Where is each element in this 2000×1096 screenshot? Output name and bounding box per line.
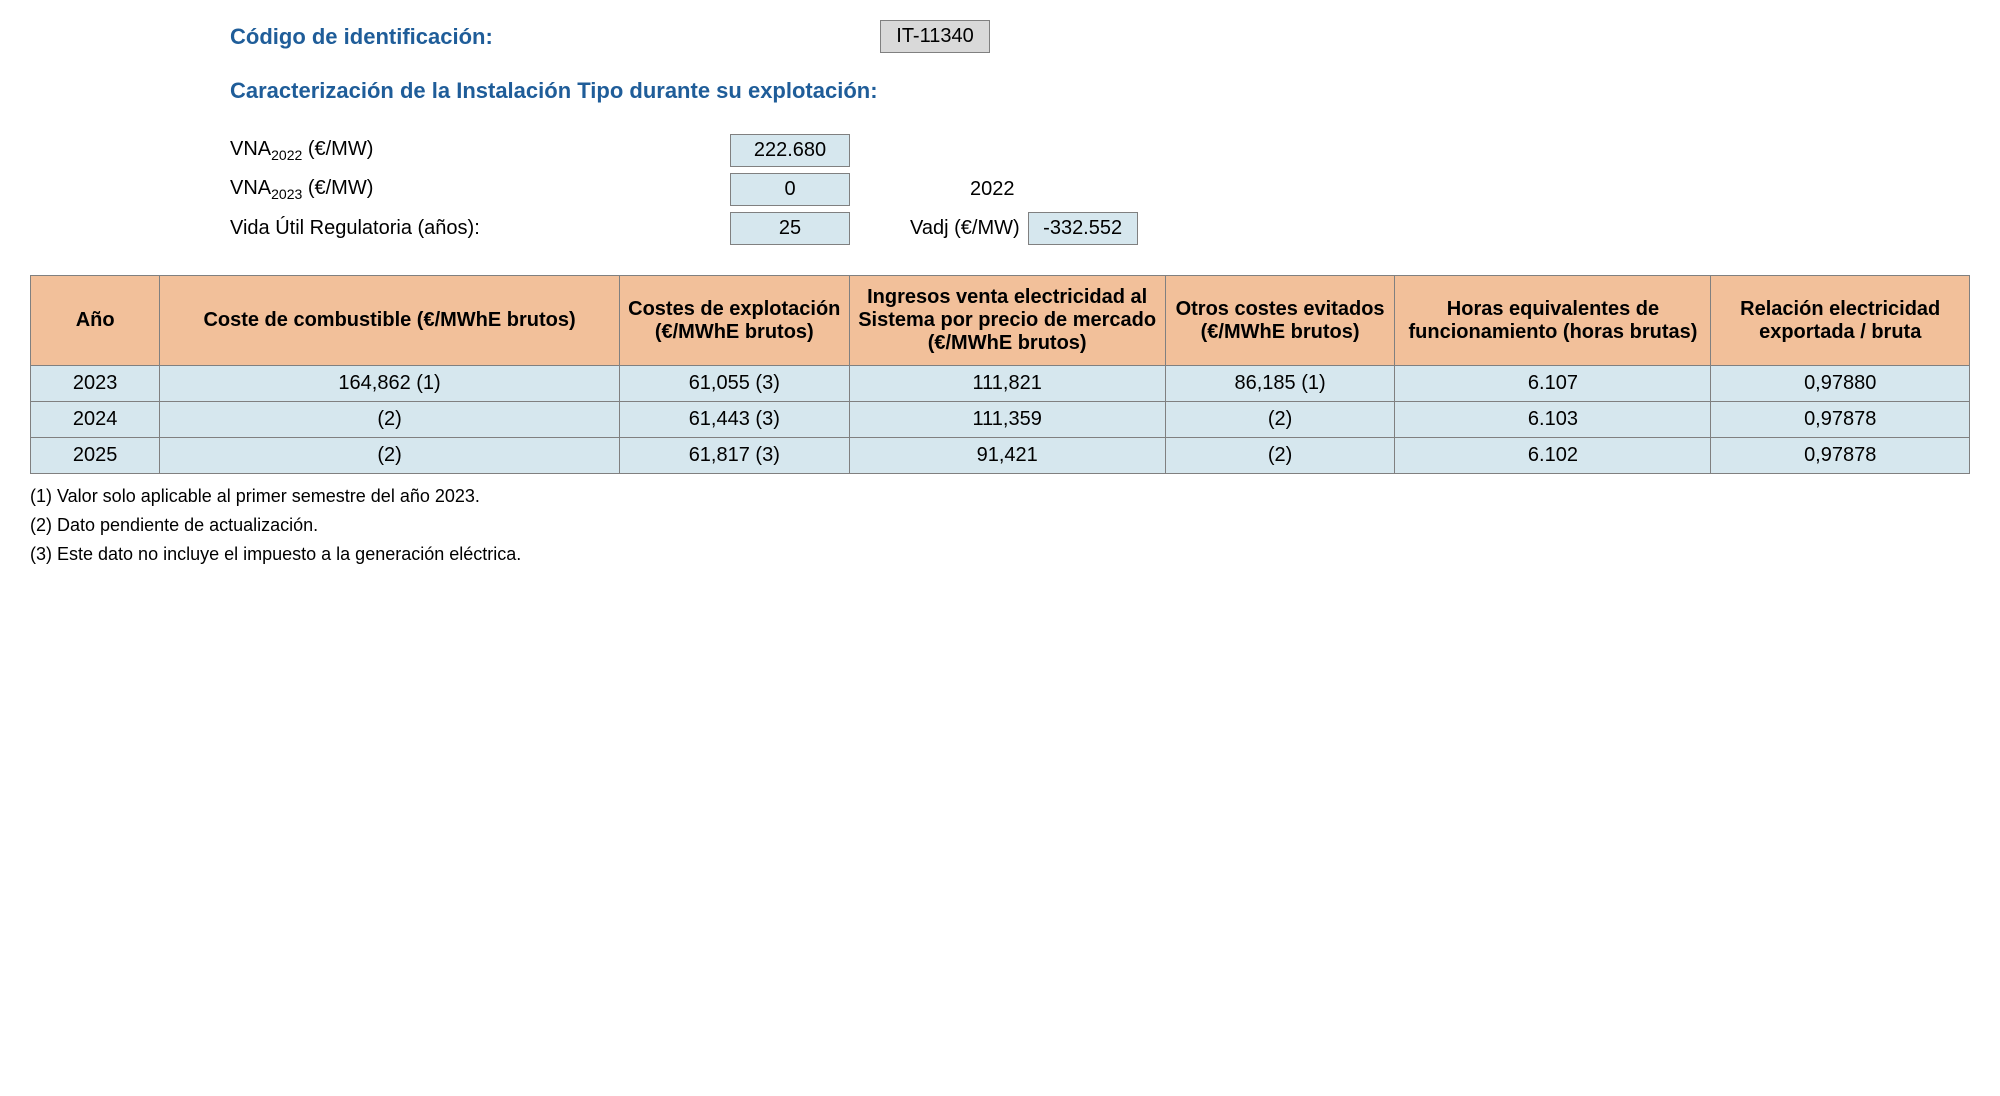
id-value-box: IT-11340 xyxy=(880,20,990,53)
vna2022-sub: 2022 xyxy=(271,147,302,163)
col-year: Año xyxy=(31,276,160,366)
table-row: 2023 164,862 (1) 61,055 (3) 111,821 86,1… xyxy=(31,366,1970,402)
cell-ratio: 0,97880 xyxy=(1711,366,1970,402)
cell-year: 2024 xyxy=(31,402,160,438)
cell-income: 91,421 xyxy=(849,438,1165,474)
cell-oper: 61,443 (3) xyxy=(619,402,849,438)
footnotes: (1) Valor solo aplicable al primer semes… xyxy=(30,486,1970,565)
col-income: Ingresos venta electricidad al Sistema p… xyxy=(849,276,1165,366)
cell-oper: 61,817 (3) xyxy=(619,438,849,474)
vna2022-unit: (€/MW) xyxy=(302,138,373,160)
table-header-row: Año Coste de combustible (€/MWhE brutos)… xyxy=(31,276,1970,366)
vna2023-row: VNA2023 (€/MW) 0 2022 xyxy=(230,173,1970,206)
footnote-3: (3) Este dato no incluye el impuesto a l… xyxy=(30,544,1970,565)
col-hours: Horas equivalentes de funcionamiento (ho… xyxy=(1395,276,1711,366)
id-row: Código de identificación: IT-11340 xyxy=(230,20,1970,53)
cell-ratio: 0,97878 xyxy=(1711,438,1970,474)
cell-year: 2023 xyxy=(31,366,160,402)
vna2022-row: VNA2022 (€/MW) 222.680 xyxy=(230,134,1970,167)
vna2023-unit: (€/MW) xyxy=(302,177,373,199)
col-other: Otros costes evitados (€/MWhE brutos) xyxy=(1165,276,1395,366)
id-label: Código de identificación: xyxy=(230,24,880,50)
footnote-2: (2) Dato pendiente de actualización. xyxy=(30,515,1970,536)
table-row: 2024 (2) 61,443 (3) 111,359 (2) 6.103 0,… xyxy=(31,402,1970,438)
vadj-label: Vadj (€/MW) xyxy=(910,217,1020,240)
cell-income: 111,821 xyxy=(849,366,1165,402)
cell-hours: 6.107 xyxy=(1395,366,1711,402)
vna2023-label: VNA2023 (€/MW) xyxy=(230,177,730,202)
footnote-1: (1) Valor solo aplicable al primer semes… xyxy=(30,486,1970,507)
cell-other: (2) xyxy=(1165,438,1395,474)
cell-oper: 61,055 (3) xyxy=(619,366,849,402)
cell-ratio: 0,97878 xyxy=(1711,402,1970,438)
vna2023-value: 0 xyxy=(730,173,850,206)
cell-fuel: (2) xyxy=(160,402,620,438)
cell-other: (2) xyxy=(1165,402,1395,438)
cell-hours: 6.102 xyxy=(1395,438,1711,474)
section-title: Caracterización de la Instalación Tipo d… xyxy=(230,78,1970,104)
col-ratio: Relación electricidad exportada / bruta xyxy=(1711,276,1970,366)
header-section: Código de identificación: IT-11340 Carac… xyxy=(230,20,1970,245)
vna2023-year: 2022 xyxy=(970,178,1015,201)
table-row: 2025 (2) 61,817 (3) 91,421 (2) 6.102 0,9… xyxy=(31,438,1970,474)
cell-year: 2025 xyxy=(31,438,160,474)
vida-row: Vida Útil Regulatoria (años): 25 Vadj (€… xyxy=(230,212,1970,245)
table-body: 2023 164,862 (1) 61,055 (3) 111,821 86,1… xyxy=(31,366,1970,474)
vadj-value: -332.552 xyxy=(1028,212,1138,245)
vna2022-label: VNA2022 (€/MW) xyxy=(230,138,730,163)
col-fuel: Coste de combustible (€/MWhE brutos) xyxy=(160,276,620,366)
vna2023-prefix: VNA xyxy=(230,177,271,199)
cell-fuel: (2) xyxy=(160,438,620,474)
vida-label: Vida Útil Regulatoria (años): xyxy=(230,217,730,240)
data-table: Año Coste de combustible (€/MWhE brutos)… xyxy=(30,275,1970,474)
vida-value: 25 xyxy=(730,212,850,245)
cell-other: 86,185 (1) xyxy=(1165,366,1395,402)
cell-fuel: 164,862 (1) xyxy=(160,366,620,402)
vna2023-sub: 2023 xyxy=(271,186,302,202)
vna2022-prefix: VNA xyxy=(230,138,271,160)
cell-hours: 6.103 xyxy=(1395,402,1711,438)
vna2022-value: 222.680 xyxy=(730,134,850,167)
cell-income: 111,359 xyxy=(849,402,1165,438)
col-oper: Costes de explotación (€/MWhE brutos) xyxy=(619,276,849,366)
